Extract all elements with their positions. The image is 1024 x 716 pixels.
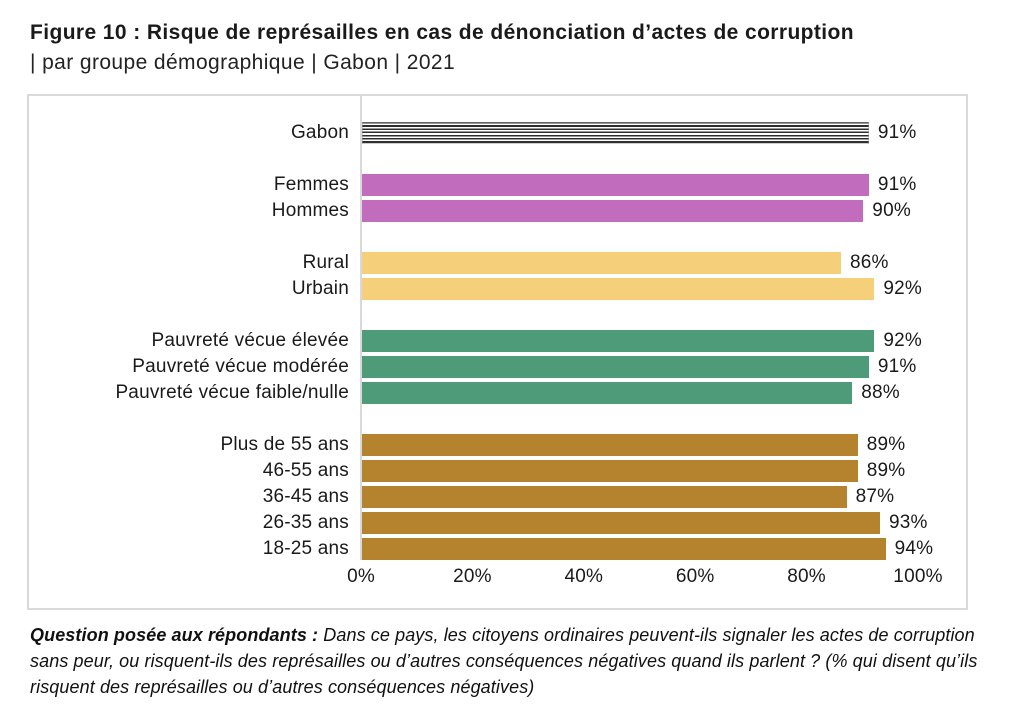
category-label: Urbain (291, 278, 349, 299)
bar-track: 91% (360, 172, 966, 198)
bar (362, 330, 875, 352)
value-label: 91% (877, 122, 917, 143)
value-label: 88% (861, 382, 900, 403)
x-tick-label: 0% (347, 566, 375, 587)
value-label: 89% (866, 434, 906, 455)
bar (362, 278, 875, 300)
bar-row: 18-25 ans 94% (29, 536, 966, 562)
category-label: Gabon (290, 122, 349, 143)
value-label: 90% (872, 200, 911, 221)
x-tick-label: 60% (675, 566, 715, 587)
x-tick-label: 20% (453, 566, 492, 587)
bar-track: 92% (360, 276, 966, 302)
value-label: 87% (855, 486, 895, 507)
category-label: 18-25 ans (262, 538, 349, 559)
bar-row: Rural 86% (29, 250, 966, 276)
bar-striped (362, 122, 869, 144)
bar-track: 90% (360, 198, 966, 224)
bar-row: Pauvreté vécue faible/nulle 88% (29, 380, 966, 406)
bar-track: 94% (360, 536, 966, 562)
category-label: Femmes (273, 174, 349, 195)
category-label: 36-45 ans (262, 486, 349, 507)
bar (362, 460, 858, 482)
figure-title: Figure 10 : Risque de représailles en ca… (30, 18, 990, 78)
value-label: 92% (883, 330, 923, 351)
bar-track: 89% (360, 458, 966, 484)
bar-track: 86% (360, 250, 966, 276)
x-axis: 0% 20% 40% 60% 80% 100% (29, 566, 966, 596)
footnote-text: Dans ce pays, les citoyens ordinaires pe… (30, 625, 978, 697)
value-label: 91% (877, 174, 917, 195)
category-label: Pauvreté vécue faible/nulle (115, 382, 349, 403)
bar-row: Gabon 91% (29, 120, 966, 146)
bar-row: Pauvreté vécue élevée 92% (29, 328, 966, 354)
category-label: Plus de 55 ans (220, 434, 349, 455)
bar-row: 26-35 ans 93% (29, 510, 966, 536)
value-label: 94% (894, 538, 934, 559)
bar (362, 382, 853, 404)
bar-row: Urbain 92% (29, 276, 966, 302)
value-label: 93% (889, 512, 928, 533)
bar (362, 200, 864, 222)
category-label: Hommes (271, 200, 349, 221)
bar (362, 252, 841, 274)
value-label: 92% (883, 278, 923, 299)
bar-track: 91% (360, 354, 966, 380)
bar-row: Pauvreté vécue modérée 91% (29, 354, 966, 380)
bar (362, 486, 847, 508)
bar-row: Plus de 55 ans 89% (29, 432, 966, 458)
category-label: Pauvreté vécue élevée (151, 330, 349, 351)
bar (362, 434, 858, 456)
bar (362, 512, 880, 534)
value-label: 86% (850, 252, 889, 273)
category-label: Rural (302, 252, 349, 273)
bar-track: 91% (360, 120, 966, 146)
bar-track: 89% (360, 432, 966, 458)
value-label: 89% (866, 460, 906, 481)
value-label: 91% (877, 356, 917, 377)
y-axis-line (360, 96, 362, 560)
bar-row: Femmes 91% (29, 172, 966, 198)
footnote-lead: Question posée aux répondants : (30, 625, 324, 645)
bar-row: 36-45 ans 87% (29, 484, 966, 510)
bar (362, 174, 869, 196)
figure-title-line1: Figure 10 : Risque de représailles en ca… (30, 21, 854, 44)
plot-area: Gabon 91% Femmes 91% Hommes 90% Rural 86% Urbain… (29, 96, 966, 562)
figure-title-line2: | par groupe démographique | Gabon | 202… (30, 51, 456, 74)
x-tick-label: 100% (893, 566, 943, 587)
chart-area: Gabon 91% Femmes 91% Hommes 90% Rural 86% Urbain… (27, 94, 968, 610)
bar-row: Hommes 90% (29, 198, 966, 224)
x-tick-label: 40% (564, 566, 604, 587)
question-footnote: Question posée aux répondants : Dans ce … (30, 622, 996, 700)
bar-track: 87% (360, 484, 966, 510)
bar-row: 46-55 ans 89% (29, 458, 966, 484)
category-label: Pauvreté vécue modérée (132, 356, 349, 377)
category-label: 26-35 ans (262, 512, 349, 533)
bar (362, 356, 869, 378)
bar (362, 538, 886, 560)
bar-track: 93% (360, 510, 966, 536)
category-label: 46-55 ans (262, 460, 349, 481)
bar-track: 88% (360, 380, 966, 406)
x-tick-label: 80% (787, 566, 826, 587)
bar-track: 92% (360, 328, 966, 354)
